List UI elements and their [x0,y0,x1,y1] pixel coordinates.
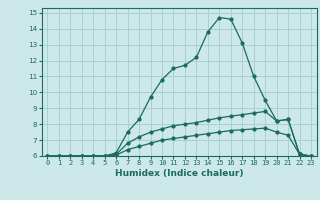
X-axis label: Humidex (Indice chaleur): Humidex (Indice chaleur) [115,169,244,178]
